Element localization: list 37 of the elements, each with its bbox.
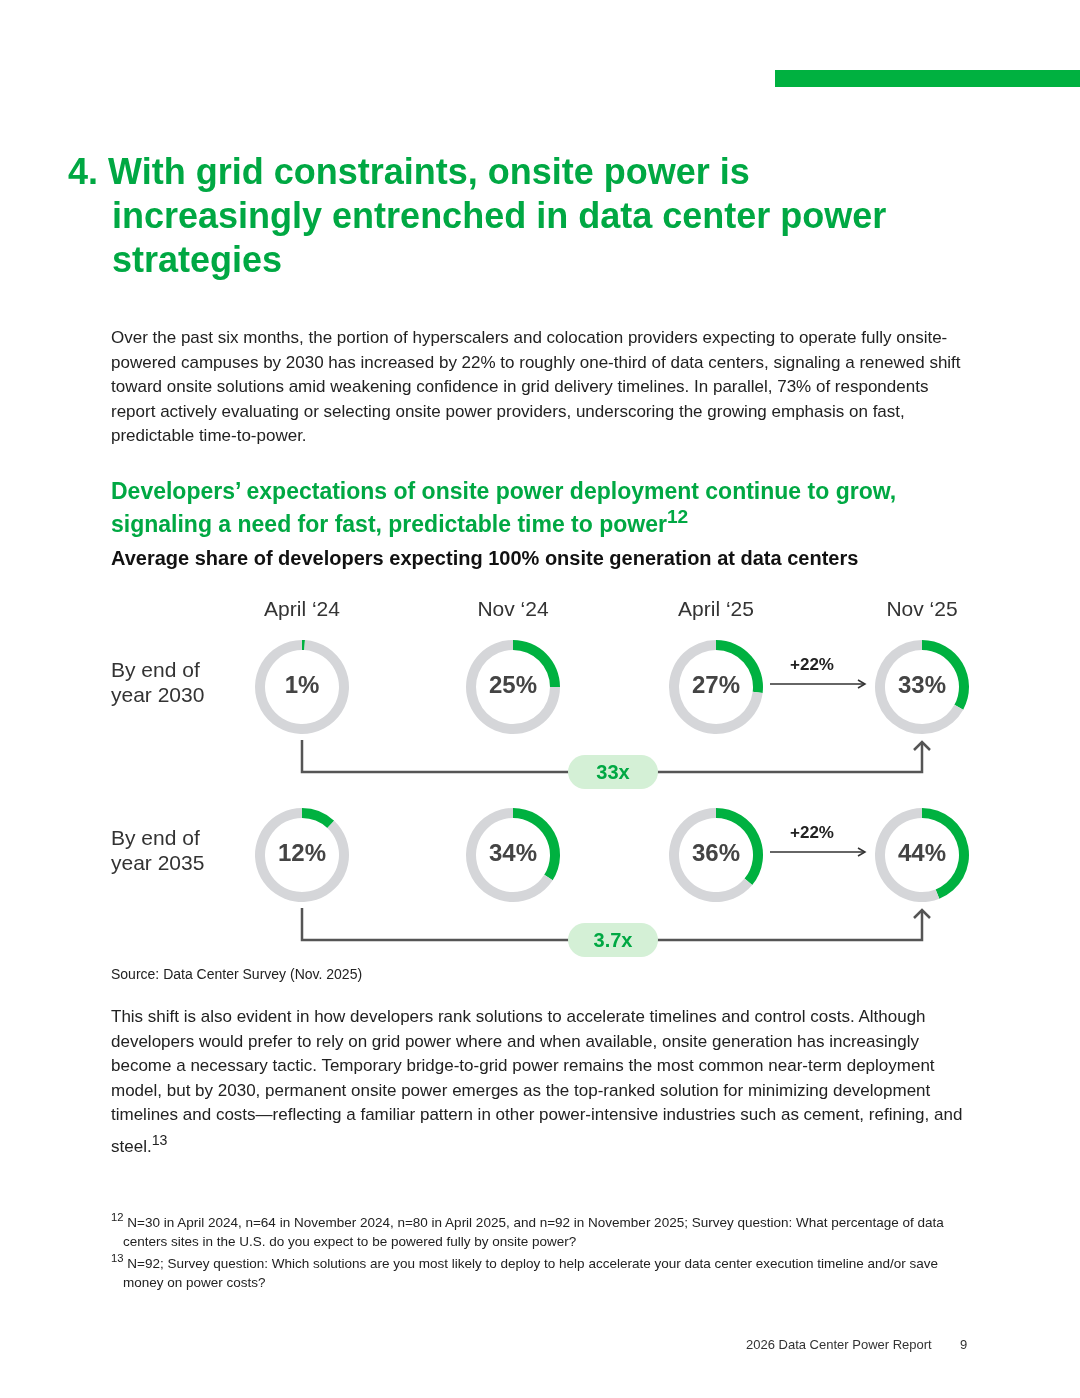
data-label: 25% [487,671,538,699]
data-label: 44% [896,839,947,867]
donut-slice [302,808,335,829]
text: $^{12}$ N=30 in April 2024, n=64 in November 2024, n=80 in April 2025, and n=92 in November 2025; Survey question: What percentage of data centers sites in the U.S. do you expect to be powered fully by onsite power? [111,1210,945,1251]
text: Developers’ expectations of onsite power deployment continue to grow, signaling a need for fast, predictable time to power$^{12}$ [111,477,898,538]
data-label: 33% [896,671,947,699]
donut-slice [875,640,964,734]
text: By end of year 2035 [111,825,206,875]
data-label: 12% [276,839,327,867]
text: 33x [568,755,658,789]
text: Average share of developers expecting 100% onsite generation at data centers [111,547,860,570]
data-label: 1% [283,671,321,699]
text: +22% [789,823,835,843]
text: 2026 Data Center Power Report [746,1337,933,1353]
chart-title: April ‘25 [677,597,755,621]
donut-slice [669,640,763,734]
source-note: Source: Data Center Survey (Nov. 2025) [111,965,364,983]
donut-slice [669,808,753,902]
text: $^{13}$ N=92; Survey question: Which solutions are you most likely to deploy to help accelerate your data center execution timeline and/or save money on power costs? [111,1251,940,1292]
text: This shift is also evident in how developers rank solutions to accelerate timelines and control costs. Although developers would prefer to rely on grid power where and when available, onsite generation has increasingly become a necessary tactic. Temporary bridge-to-grid power remains the most common near-term deployment model, but by 2030, permanent onsite power emerges as the top-ranked solution for minimizing development timelines and costs—reflecting a familiar pattern in other power-intensive industries such as cement, refining, and steel.$^{13}$ [111,1006,964,1158]
data-label: 36% [690,839,741,867]
chart-title: Nov ‘24 [476,597,550,621]
donut-slice [255,808,349,902]
text: 4. With grid constraints, onsite power is increasingly entrenched in data center power strategies [68,150,888,282]
text: +22% [789,655,835,675]
chart-title: April ‘24 [263,597,341,621]
donut-slice [466,640,560,734]
text: By end of year 2030 [111,657,206,707]
text: 3.7x [568,923,658,957]
data-label: 34% [487,839,538,867]
donut-slice [466,808,553,902]
chart-title: Nov ‘25 [885,597,959,621]
text: 9 [960,1337,969,1353]
data-label: 27% [690,671,741,699]
text: Over the past six months, the portion of hyperscalers and colocation providers expecting to operate fully onsite-powered campuses by 2030 has increased by 22% to roughly one-third of data centers, signaling a renewed shift toward onsite solutions amid weakening confidence in grid delivery timelines. In parallel, 73% of respondents report actively evaluating or selecting onsite power providers, underscoring the growing emphasis on fast, predictable time-to-power. [111,327,962,448]
donut-slice [255,640,349,734]
donut-slice [302,640,305,651]
